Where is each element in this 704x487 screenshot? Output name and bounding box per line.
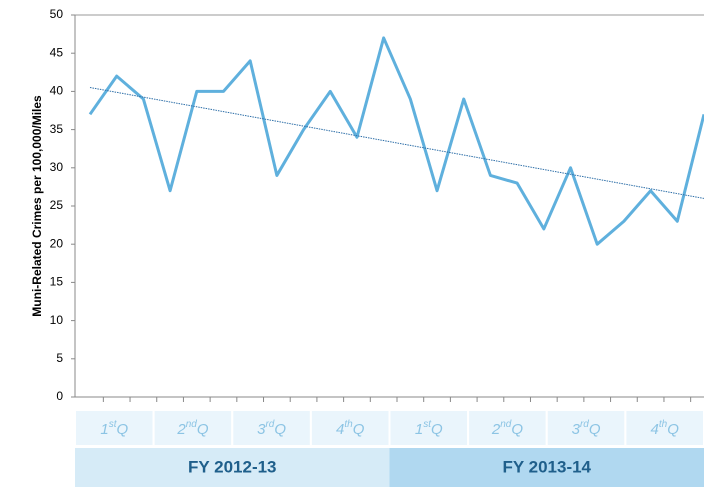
quarter-q: Q xyxy=(511,421,523,438)
data-line xyxy=(88,36,704,246)
quarter-suffix: th xyxy=(659,419,668,430)
quarter-cell xyxy=(309,409,391,447)
y-tick-label: 40 xyxy=(50,84,64,98)
quarter-cell xyxy=(231,409,312,447)
y-tick-label: 50 xyxy=(50,7,64,21)
y-tick-label: 15 xyxy=(50,275,64,289)
quarter-cell xyxy=(467,409,548,447)
quarter-number: 3 xyxy=(257,421,266,438)
quarter-q: Q xyxy=(431,421,443,438)
quarter-label: 4thQ xyxy=(336,419,365,438)
quarter-suffix: th xyxy=(344,419,353,430)
quarter-q: Q xyxy=(274,421,286,438)
fiscal-year-label: FY 2013-14 xyxy=(502,457,591,476)
quarter-label: 1stQ xyxy=(100,419,128,438)
y-tick-label: 0 xyxy=(56,389,63,403)
quarter-suffix: nd xyxy=(186,419,198,430)
y-tick-label: 35 xyxy=(50,122,64,136)
quarter-suffix: st xyxy=(109,419,118,430)
quarter-number: 2 xyxy=(491,421,501,438)
fiscal-year-cell xyxy=(75,448,390,487)
quarter-label: 4thQ xyxy=(651,419,680,438)
quarter-q: Q xyxy=(589,421,601,438)
fiscal-year-label: FY 2012-13 xyxy=(188,457,277,476)
quarter-q: Q xyxy=(197,421,209,438)
y-tick-label: 25 xyxy=(50,198,64,212)
quarter-number: 4 xyxy=(651,421,659,438)
y-tick-label: 45 xyxy=(50,45,64,59)
quarter-suffix: rd xyxy=(265,419,274,430)
quarter-number: 4 xyxy=(336,421,344,438)
y-axis-label: Muni-Related Crimes per 100,000/Miles xyxy=(30,95,44,317)
quarter-number: 1 xyxy=(100,421,108,438)
quarter-cell xyxy=(624,409,704,447)
quarter-number: 2 xyxy=(176,421,186,438)
quarter-label: 1stQ xyxy=(415,419,443,438)
quarter-q: Q xyxy=(353,421,365,438)
y-tick-label: 5 xyxy=(56,351,63,365)
y-tick-label: 10 xyxy=(50,313,64,327)
quarter-label: 3rdQ xyxy=(572,419,601,438)
trendline xyxy=(89,87,704,199)
quarter-label: 2ndQ xyxy=(176,419,208,438)
quarter-number: 3 xyxy=(572,421,581,438)
quarter-q: Q xyxy=(667,421,679,438)
quarter-suffix: st xyxy=(423,419,432,430)
quarter-label: 2ndQ xyxy=(491,419,523,438)
quarter-q: Q xyxy=(117,421,129,438)
quarter-suffix: nd xyxy=(500,419,512,430)
quarter-number: 1 xyxy=(415,421,423,438)
quarter-suffix: rd xyxy=(580,419,589,430)
y-tick-label: 30 xyxy=(50,160,64,174)
y-tick-label: 20 xyxy=(50,236,64,250)
quarter-cell xyxy=(388,409,470,447)
quarter-cell xyxy=(545,409,627,447)
quarter-label: 3rdQ xyxy=(257,419,286,438)
fiscal-year-cell xyxy=(389,448,704,487)
